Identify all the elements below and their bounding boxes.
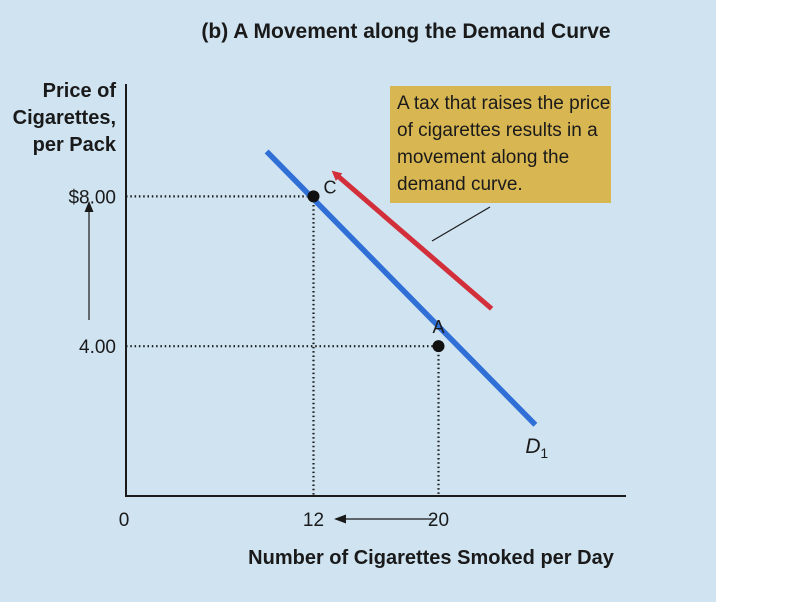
origin-label: 0 (119, 510, 130, 531)
demand-curve-label: D (525, 435, 540, 458)
y-tick-label-1: 4.00 (79, 337, 116, 358)
point-label-c: C (324, 177, 337, 197)
quantity-fall-arrowhead (334, 514, 346, 524)
x-axis-label: Number of Cigarettes Smoked per Day (248, 547, 615, 569)
movement-arrow (331, 170, 494, 311)
chart-title: (b) A Movement along the Demand Curve (201, 20, 610, 43)
price-rise-arrowhead (84, 201, 94, 212)
y-axis-label-line-1: Price of (43, 80, 117, 102)
point-a (432, 340, 445, 353)
x-tick-label-0: 12 (303, 510, 324, 531)
annotation-leader-line (431, 206, 491, 242)
annotation-box (390, 86, 611, 203)
annotation-line-4: demand curve. (397, 174, 523, 195)
demand-curve-label-subscript: 1 (540, 445, 548, 461)
chart-marks: $8.00 4.00 12 20 D 1 C A (68, 149, 548, 531)
y-axis-label-line-2: Cigarettes, (13, 107, 116, 129)
point-c (307, 190, 320, 203)
x-tick-label-1: 20 (428, 510, 449, 531)
annotation-line-2: of cigarettes results in a (397, 120, 598, 141)
point-label-a: A (432, 317, 444, 337)
annotation-line-1: A tax that raises the price (397, 93, 610, 114)
annotation-callout: A tax that raises the price of cigarette… (390, 86, 611, 242)
y-tick-label-0: $8.00 (68, 187, 116, 208)
annotation-line-3: movement along the (397, 147, 569, 168)
y-axis-label-line-3: per Pack (33, 134, 117, 156)
